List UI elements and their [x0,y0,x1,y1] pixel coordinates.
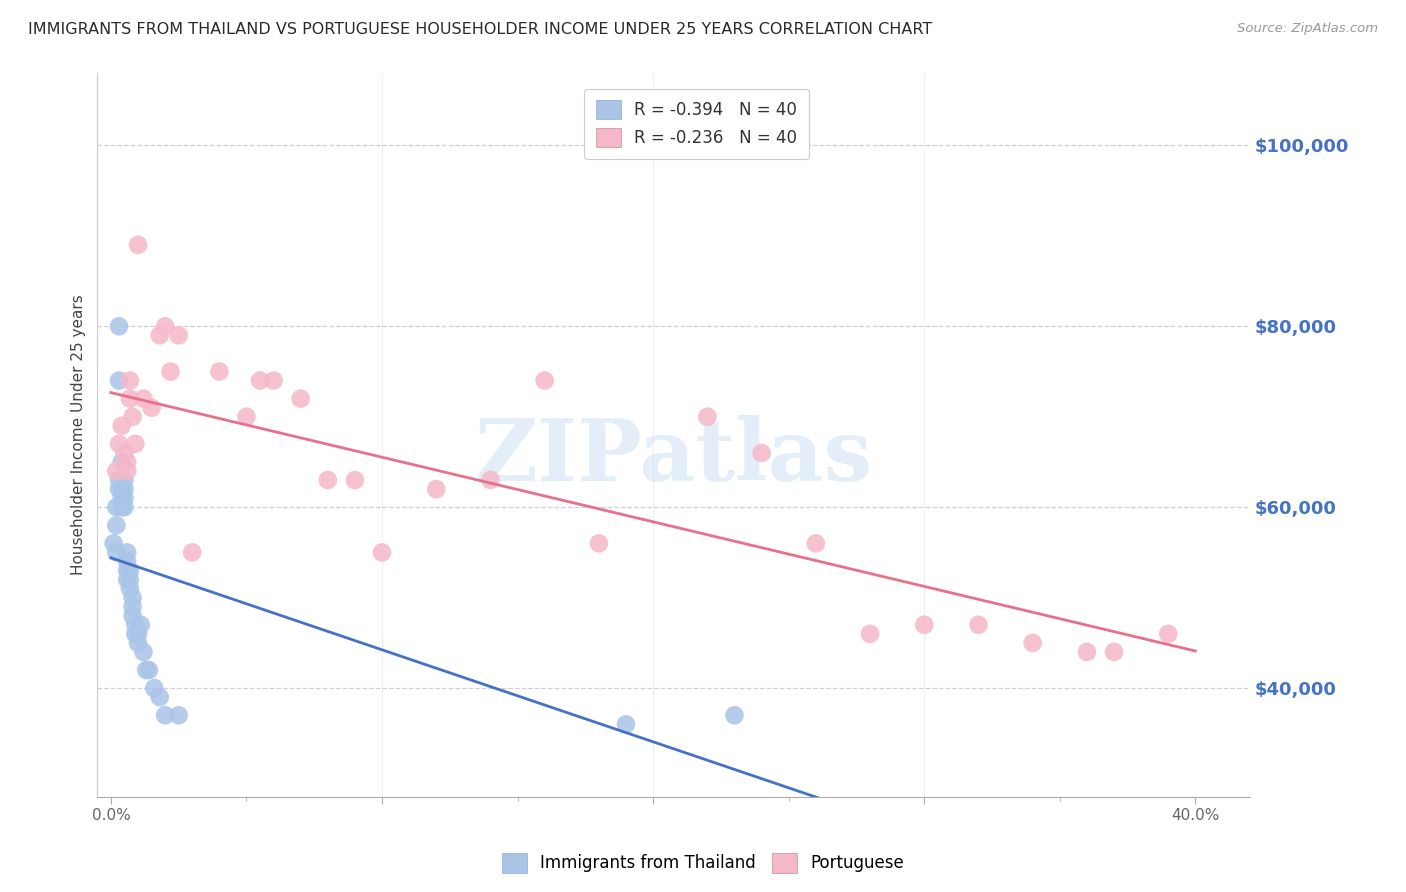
Point [143,681,166,695]
Point [967,617,990,632]
Point [114,500,136,515]
Point [371,545,394,559]
Point [115,573,138,587]
Point [181,545,204,559]
Point [263,374,285,388]
Point [108,319,131,334]
Point [115,554,138,568]
Point [235,409,257,424]
Point [108,437,131,451]
Point [115,564,138,578]
Legend: R = -0.394   N = 40, R = -0.236   N = 40: R = -0.394 N = 40, R = -0.236 N = 40 [583,88,808,159]
Point [127,627,149,641]
Point [208,364,231,378]
Point [105,545,128,559]
Point [111,491,134,505]
Point [479,473,502,487]
Point [614,717,637,731]
Point [249,374,271,388]
Point [153,708,176,723]
Point [118,582,141,596]
Point [103,536,125,550]
Point [105,518,128,533]
Point [723,708,745,723]
Point [343,473,366,487]
Point [149,328,172,343]
Point [129,617,152,632]
Point [425,482,447,496]
Point [105,464,128,478]
Text: ZIPatlas: ZIPatlas [474,415,873,499]
Point [108,482,131,496]
Point [115,464,138,478]
Point [114,446,136,460]
Point [121,409,143,424]
Point [114,482,136,496]
Point [111,482,134,496]
Point [118,374,141,388]
Point [124,437,146,451]
Point [111,418,134,433]
Point [153,319,176,334]
Point [127,238,149,252]
Point [111,500,134,515]
Point [290,392,312,406]
Point [167,708,190,723]
Point [108,374,131,388]
Point [316,473,339,487]
Point [114,491,136,505]
Point [135,663,157,677]
Point [124,617,146,632]
Point [1076,645,1098,659]
Point [159,364,181,378]
Point [804,536,827,550]
Point [149,690,172,705]
Point [118,392,141,406]
Point [132,392,155,406]
Point [111,455,134,469]
Point [108,473,131,487]
Point [121,608,143,623]
Point [105,500,128,515]
Point [132,645,155,659]
Point [124,627,146,641]
Point [115,545,138,559]
Point [859,627,882,641]
Point [1102,645,1125,659]
Point [118,564,141,578]
Point [1157,627,1180,641]
Point [138,663,160,677]
Point [115,455,138,469]
Y-axis label: Householder Income Under 25 years: Householder Income Under 25 years [72,294,86,575]
Point [114,473,136,487]
Text: IMMIGRANTS FROM THAILAND VS PORTUGUESE HOUSEHOLDER INCOME UNDER 25 YEARS CORRELA: IMMIGRANTS FROM THAILAND VS PORTUGUESE H… [28,22,932,37]
Point [696,409,718,424]
Point [127,636,149,650]
Point [141,401,163,415]
Point [121,591,143,605]
Point [167,328,190,343]
Point [118,573,141,587]
Point [751,446,773,460]
Point [912,617,935,632]
Point [121,599,143,614]
Point [1021,636,1043,650]
Point [533,374,555,388]
Point [588,536,610,550]
Legend: Immigrants from Thailand, Portuguese: Immigrants from Thailand, Portuguese [495,847,911,880]
Text: Source: ZipAtlas.com: Source: ZipAtlas.com [1237,22,1378,36]
